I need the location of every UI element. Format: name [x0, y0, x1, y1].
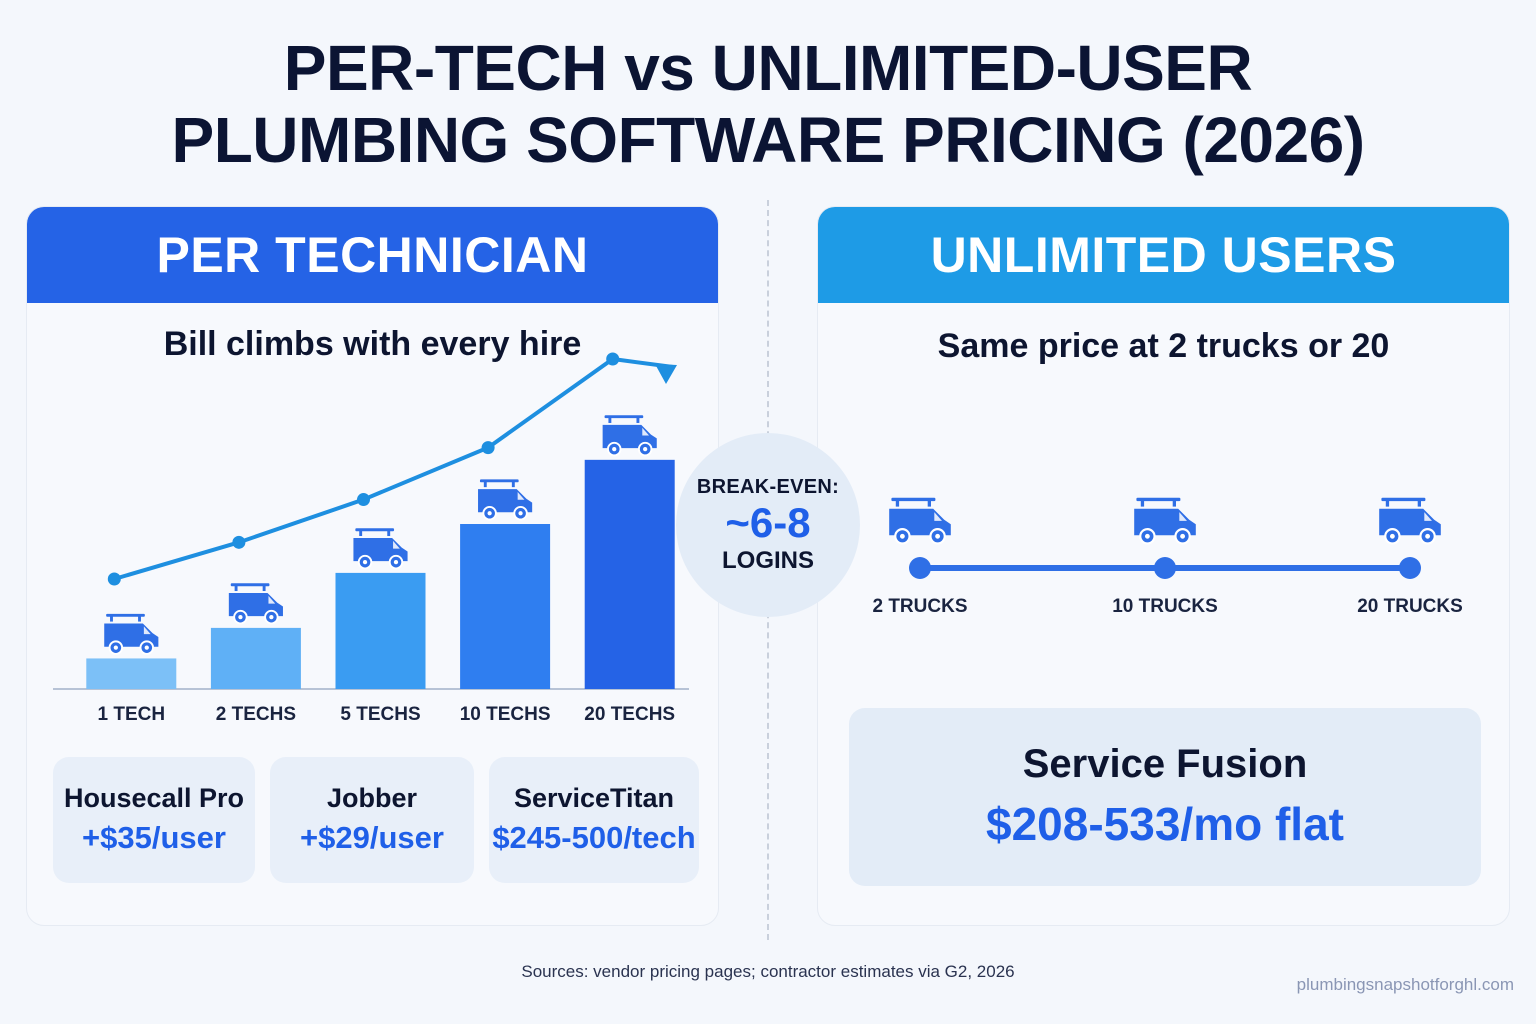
title-line-2: PLUMBING SOFTWARE PRICING (2026) — [171, 104, 1366, 176]
van-icon — [353, 528, 408, 570]
x-tick-label: 20 TECHS — [584, 704, 676, 725]
flat-price-line-chart — [889, 497, 1441, 579]
break-even-value: ~6-8 — [725, 498, 811, 546]
per-technician-header: PER TECHNICIAN — [27, 207, 718, 303]
vendor-name: Housecall Pro — [63, 783, 245, 813]
product-price: $208-533/mo flat — [986, 798, 1344, 850]
trend-point — [232, 535, 246, 549]
flat-price-point — [909, 557, 931, 579]
vendor-price: +$35/user — [82, 820, 226, 855]
vendor-price: +$29/user — [300, 820, 444, 855]
product-name: Service Fusion — [1022, 742, 1308, 786]
per-tech-bar-chart — [53, 352, 689, 690]
vendor-card-housecall-pro: Housecall Pro +$35/user — [53, 757, 255, 883]
van-icon — [1134, 497, 1196, 545]
van-icon — [228, 583, 283, 625]
bar — [335, 572, 426, 689]
break-even-badge: BREAK-EVEN: ~6-8 LOGINS — [676, 433, 860, 617]
trend-arrowhead — [655, 364, 677, 384]
trend-point — [357, 493, 370, 507]
vendor-card-servicetitan: ServiceTitan $245-500/tech — [489, 757, 699, 883]
truck-tick-label: 2 TRUCKS — [872, 596, 968, 617]
van-icon — [889, 497, 951, 545]
bar — [584, 459, 675, 689]
vendor-price: $245-500/tech — [492, 820, 696, 855]
bar — [210, 627, 301, 689]
vendor-card-jobber: Jobber +$29/user — [270, 757, 474, 883]
unlimited-users-subtitle: Same price at 2 trucks or 20 — [937, 327, 1390, 365]
page-title: PER-TECH vs UNLIMITED-USER PLUMBING SOFT… — [0, 32, 1536, 176]
title-line-1: PER-TECH vs UNLIMITED-USER — [283, 32, 1253, 104]
unlimited-users-header: UNLIMITED USERS — [818, 207, 1509, 303]
site-watermark: plumbingsnapshotforghl.com — [1296, 975, 1514, 994]
flat-price-point — [1154, 557, 1176, 579]
bar — [86, 658, 177, 689]
x-tick-label: 1 TECH — [97, 704, 166, 725]
vendor-name: Jobber — [326, 783, 418, 813]
van-icon — [478, 479, 533, 521]
flat-price-point — [1399, 557, 1421, 579]
truck-tick-label: 20 TRUCKS — [1357, 596, 1463, 617]
unlimited-users-panel: UNLIMITED USERS Same price at 2 trucks o… — [817, 206, 1510, 926]
x-tick-label: 5 TECHS — [340, 704, 421, 725]
break-even-label: BREAK-EVEN: — [696, 475, 840, 498]
per-technician-panel: PER TECHNICIAN Bill climbs with every hi… — [26, 206, 719, 926]
van-icon — [104, 613, 159, 655]
break-even-unit: LOGINS — [721, 546, 814, 574]
trend-line — [113, 356, 674, 581]
truck-tick-label: 10 TRUCKS — [1112, 596, 1218, 617]
per-technician-subtitle: Bill climbs with every hire — [163, 325, 582, 363]
trend-point — [107, 572, 121, 586]
bar — [460, 524, 551, 689]
van-icon — [1379, 497, 1441, 545]
van-icon — [602, 415, 657, 457]
trend-point — [606, 352, 620, 366]
service-fusion-card: Service Fusion $208-533/mo flat — [849, 708, 1481, 886]
sources-note: Sources: vendor pricing pages; contracto… — [521, 962, 1015, 981]
x-tick-label: 10 TECHS — [459, 704, 551, 725]
x-tick-label: 2 TECHS — [215, 704, 297, 725]
vendor-name: ServiceTitan — [513, 783, 675, 813]
trend-point — [481, 441, 495, 455]
